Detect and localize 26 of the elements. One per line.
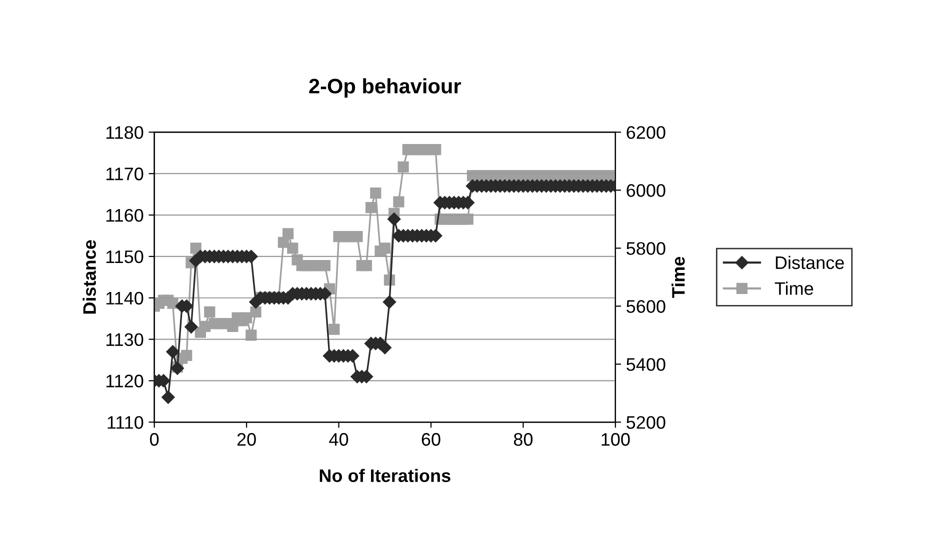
y-axis-title: Distance [82, 240, 96, 314]
y-tick-label: 1160 [106, 208, 144, 222]
y-tick-label: 1150 [106, 250, 144, 264]
x-axis-title: No of Iterations [320, 468, 450, 482]
y-tick-label: 1130 [106, 333, 144, 346]
y2-tick-label: 5600 [626, 300, 666, 313]
y-tick-label: 1120 [106, 374, 144, 388]
y-tick-label: 1110 [108, 416, 144, 429]
y2-tick-label: 5800 [626, 242, 666, 255]
x-tick-label: 100 [602, 433, 630, 446]
y2-tick-label: 6000 [626, 184, 666, 197]
x-tick-label: 80 [514, 433, 533, 446]
y-tick-label: 1170 [106, 168, 144, 180]
y-tick-label: 1180 [106, 126, 144, 139]
legend-label: Distance [776, 256, 844, 270]
x-tick-label: 0 [150, 433, 159, 446]
y2-axis-title: Time [672, 256, 685, 298]
y2-tick-label: 6200 [626, 126, 666, 139]
legend-label: Time [774, 282, 814, 295]
chart-title: 2-Op behaviour [309, 78, 461, 98]
y-tick-label: 1140 [106, 292, 144, 305]
x-tick-label: 20 [237, 433, 256, 446]
y2-tick-label: 5200 [626, 416, 666, 429]
y2-tick-label: 5400 [626, 358, 666, 371]
x-tick-label: 60 [422, 433, 440, 446]
x-tick-label: 40 [329, 433, 348, 446]
